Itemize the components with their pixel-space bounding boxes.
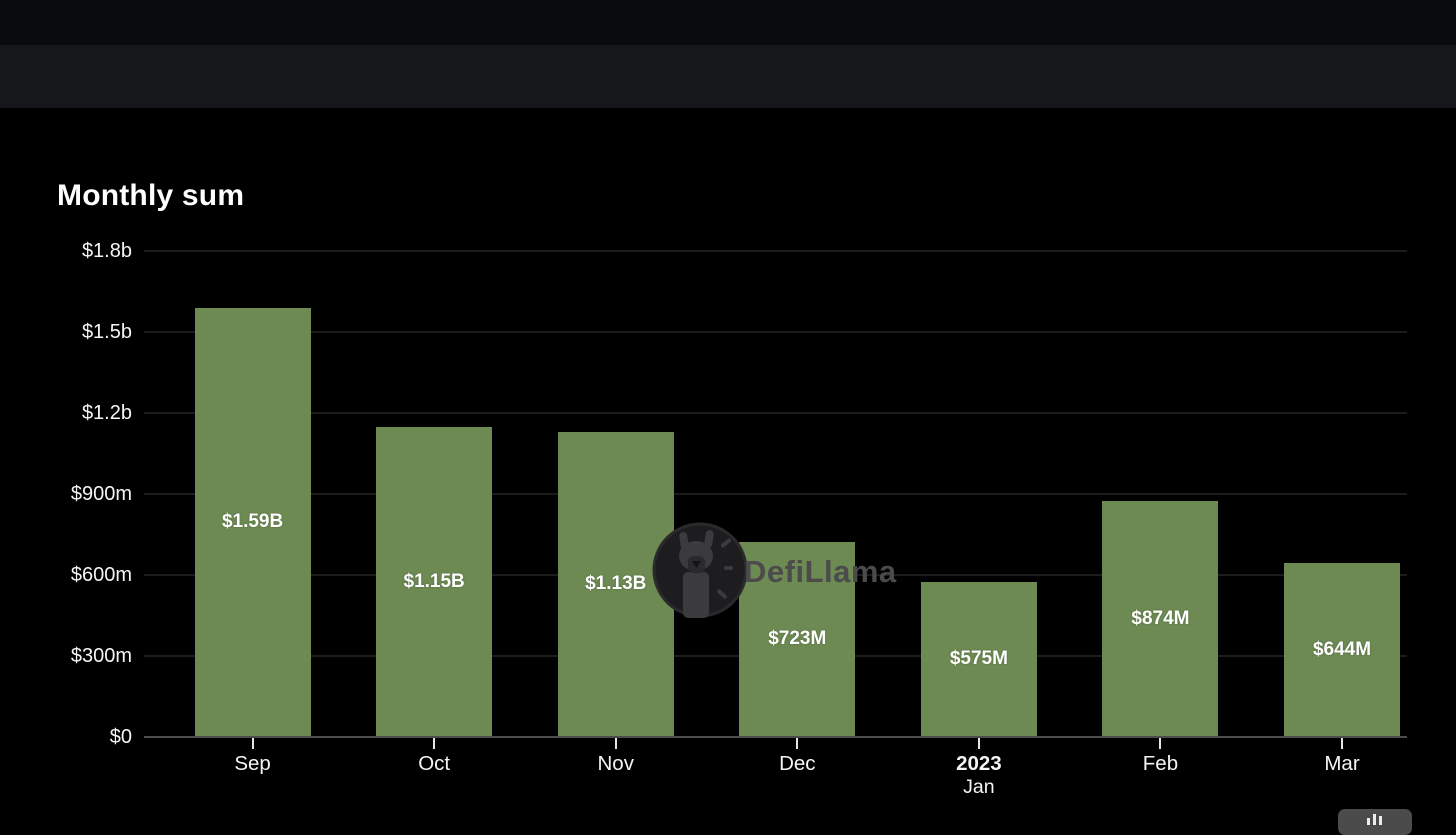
grid-line: [144, 493, 1407, 495]
top-navbar: [0, 0, 1456, 45]
grid-line: [144, 331, 1407, 333]
bar-dec[interactable]: $723M: [739, 541, 856, 737]
y-axis-tick-label: $1.8b: [81, 240, 132, 262]
x-axis-tick: [796, 738, 799, 749]
x-axis-line: [144, 736, 1407, 738]
x-axis-tick: [614, 738, 617, 749]
x-axis-tick: [433, 738, 436, 749]
bar-value-label: $1.13B: [585, 573, 647, 595]
defillama-watermark-label: DefiLlama: [744, 554, 897, 589]
defillama-watermark: DefiLlama: [650, 520, 910, 624]
x-axis-tick: [977, 738, 980, 749]
x-axis-tick: [1341, 738, 1344, 749]
sub-navbar: [0, 45, 1456, 108]
chart-title: Monthly sum: [57, 179, 245, 213]
mini-bar-chart-icon: [1366, 813, 1384, 828]
bar-value-label: $723M: [768, 628, 827, 650]
bar-value-label: $874M: [1131, 608, 1190, 629]
bar-nov[interactable]: $1.13B: [557, 431, 674, 737]
bar-value-label: $575M: [949, 648, 1008, 670]
y-axis-tick-label: $600m: [70, 564, 132, 586]
y-axis-tick-label: $0: [109, 726, 132, 748]
y-axis-tick-label: $900m: [70, 483, 132, 505]
bar-value-label: $1.15B: [403, 570, 465, 592]
x-axis-tick: [1159, 738, 1162, 749]
x-axis-tick-label: Mar: [1324, 752, 1360, 775]
monthly-sum-bar-chart: DefiLlama $1.59B $1.15B $1.13B $723M $575M $8…: [0, 108, 1456, 819]
bar-jan[interactable]: $575M: [920, 581, 1037, 737]
bar-oct[interactable]: $1.15B: [376, 426, 493, 737]
bar-feb[interactable]: $874M: [1102, 501, 1219, 737]
chart-options-button[interactable]: [1338, 809, 1412, 835]
x-axis-tick-label: 2023: [956, 752, 1002, 775]
llama-icon: [650, 520, 750, 625]
x-axis-tick-sublabel: Jan: [963, 776, 995, 798]
x-axis-tick-label: Dec: [779, 752, 816, 775]
y-axis-tick-label: $1.5b: [81, 321, 132, 343]
x-axis-tick-label: Oct: [418, 752, 451, 775]
x-axis-tick-label: Feb: [1142, 752, 1179, 775]
y-axis-tick-label: $1.2b: [81, 402, 132, 424]
x-axis-tick-label: Nov: [597, 752, 634, 775]
x-axis-tick: [251, 738, 254, 749]
bar-sep[interactable]: $1.59B: [194, 307, 311, 737]
grid-line: [144, 412, 1407, 414]
grid-line: [144, 250, 1407, 252]
y-axis-tick-label: $300m: [70, 645, 132, 667]
bar-value-label: $1.59B: [221, 511, 284, 533]
bar-value-label: $644M: [1312, 639, 1372, 661]
x-axis-tick-label: Sep: [234, 752, 271, 775]
bar-mar[interactable]: $644M: [1284, 563, 1401, 737]
